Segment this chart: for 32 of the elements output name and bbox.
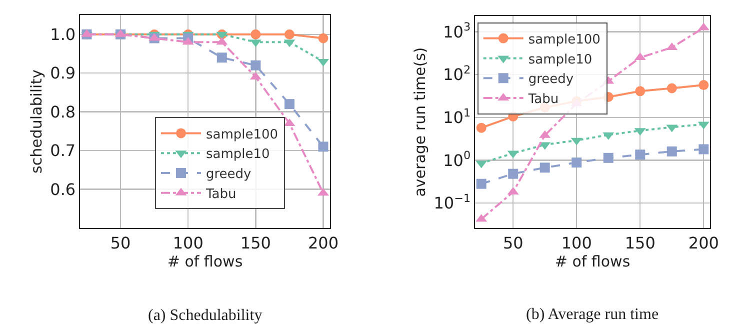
legend-label: sample100 xyxy=(206,127,278,142)
x-axis-title: # of flows xyxy=(167,252,243,270)
y-tick-label: 10$^{−1}$ xyxy=(434,192,471,213)
legend-label: greedy xyxy=(528,72,574,88)
x-tick-label: 100 xyxy=(172,233,204,252)
y-tick-label: 0.6 xyxy=(50,180,76,199)
x-tick-label: 150 xyxy=(240,233,271,252)
text: (b) Average run time xyxy=(526,306,659,323)
legend-label: sample10 xyxy=(528,52,592,68)
x-tick-label: 150 xyxy=(624,233,656,252)
y-tick-label: 10$^{3}$ xyxy=(443,20,471,42)
x-tick-label: 100 xyxy=(561,233,592,252)
y-tick-label: 0.9 xyxy=(50,64,76,83)
y-tick-label: 0.7 xyxy=(50,141,76,160)
x-tick-label: 50 xyxy=(110,233,131,252)
legend-label: greedy xyxy=(206,167,252,182)
legend-label: sample100 xyxy=(528,32,600,48)
y-tick-label: 1.0 xyxy=(50,24,76,44)
y-tick-label: 10$^{0}$ xyxy=(443,149,471,170)
y-axis-title: schedulability xyxy=(27,69,46,174)
y-axis-title: average run time(s) xyxy=(411,47,430,197)
y-tick-label: 10$^{1}$ xyxy=(443,106,471,127)
y-tick-label: 10$^{2}$ xyxy=(443,63,471,84)
legend-label: sample10 xyxy=(206,147,270,162)
y-tick-label: 0.8 xyxy=(50,102,76,122)
x-axis-title: # of flows xyxy=(554,252,630,270)
x-tick-label: 200 xyxy=(688,233,719,252)
x-tick-label: 200 xyxy=(308,233,339,252)
x-tick-label: 50 xyxy=(502,233,524,252)
text: (a) Schedulability xyxy=(148,307,262,324)
legend-label: Tabu xyxy=(205,186,236,202)
legend-label: Tabu xyxy=(527,92,559,108)
